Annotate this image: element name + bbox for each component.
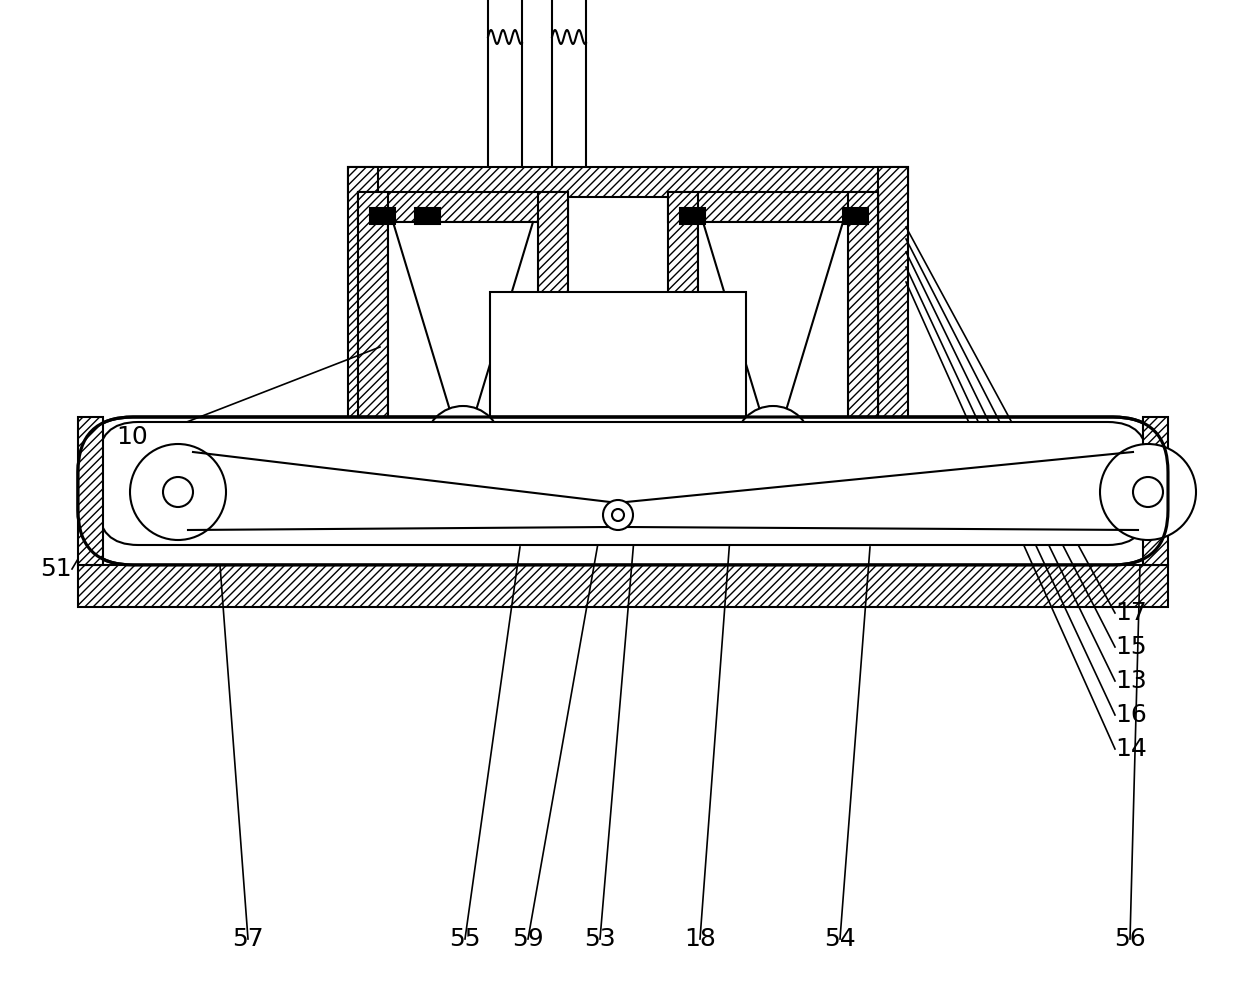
Bar — [388, 222, 538, 457]
Circle shape — [425, 406, 501, 482]
Bar — [415, 208, 440, 224]
Text: 10: 10 — [117, 425, 148, 449]
Bar — [348, 167, 908, 197]
Bar — [348, 477, 908, 507]
Circle shape — [846, 457, 866, 477]
Bar — [78, 565, 1168, 607]
Bar — [358, 457, 568, 487]
Circle shape — [603, 500, 632, 530]
Bar — [668, 457, 878, 487]
Circle shape — [1133, 477, 1163, 507]
Bar — [848, 192, 878, 487]
Bar — [1143, 417, 1168, 565]
Bar — [358, 192, 388, 487]
Bar — [668, 192, 698, 487]
Bar — [843, 208, 868, 224]
Bar — [370, 208, 396, 224]
Bar — [538, 192, 568, 487]
Bar — [698, 222, 848, 457]
Text: 15: 15 — [1115, 635, 1147, 659]
Text: 16: 16 — [1115, 703, 1147, 727]
Circle shape — [735, 406, 811, 482]
Bar — [668, 192, 878, 222]
Text: 18: 18 — [684, 927, 715, 951]
Circle shape — [763, 433, 784, 455]
Text: 13: 13 — [1115, 669, 1147, 693]
Circle shape — [613, 509, 624, 521]
Text: 54: 54 — [825, 927, 856, 951]
Text: 14: 14 — [1115, 737, 1147, 761]
Bar — [686, 422, 725, 450]
Circle shape — [162, 477, 193, 507]
Bar — [358, 192, 568, 222]
Text: 55: 55 — [449, 927, 481, 951]
Text: 51: 51 — [41, 557, 72, 581]
Bar — [680, 208, 706, 224]
Text: 56: 56 — [1114, 927, 1146, 951]
Text: 59: 59 — [512, 927, 544, 951]
Bar — [348, 167, 378, 507]
Text: 57: 57 — [232, 927, 264, 951]
Circle shape — [453, 433, 474, 455]
Bar — [490, 292, 746, 422]
Circle shape — [130, 444, 226, 540]
FancyBboxPatch shape — [78, 417, 1168, 565]
FancyBboxPatch shape — [98, 422, 1148, 545]
Bar — [510, 422, 551, 450]
Bar — [78, 417, 103, 565]
Text: 17: 17 — [1115, 601, 1147, 625]
Bar — [878, 167, 908, 507]
Text: 53: 53 — [584, 927, 616, 951]
Bar — [378, 197, 878, 477]
Circle shape — [1100, 444, 1197, 540]
